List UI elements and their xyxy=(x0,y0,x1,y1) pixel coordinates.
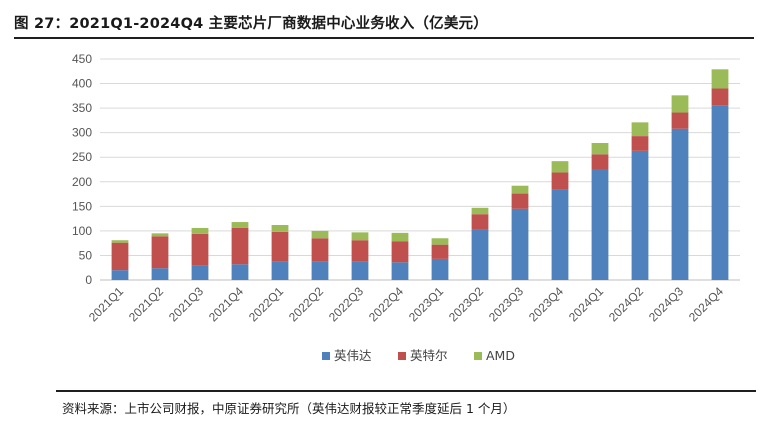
x-tick-label: 2021Q2 xyxy=(126,284,166,324)
y-tick-label: 0 xyxy=(85,273,92,287)
x-tick-label: 2021Q1 xyxy=(86,284,126,324)
bar-amd-2023Q2 xyxy=(471,207,489,215)
x-tick-label: 2022Q2 xyxy=(286,284,326,324)
bar-intel-2021Q1 xyxy=(111,242,129,271)
bar-intel-2022Q2 xyxy=(311,238,329,262)
bar-intel-2023Q4 xyxy=(551,172,569,190)
bar-amd-2021Q1 xyxy=(111,240,129,243)
x-tick-label: 2024Q1 xyxy=(566,284,606,324)
source-note: 资料来源：上市公司财报，中原证券研究所（英伟达财报较正常季度延后 1 个月） xyxy=(62,401,516,416)
y-tick-label: 50 xyxy=(79,248,93,262)
legend-swatch xyxy=(474,352,482,360)
x-tick-label: 2023Q4 xyxy=(526,284,566,324)
bar-intel-2022Q4 xyxy=(391,241,409,263)
bar-intel-2021Q4 xyxy=(231,227,249,265)
bar-nvidia-2023Q1 xyxy=(431,258,449,280)
y-axis: 0 50 100 150 200 250 300 350 400 450 xyxy=(72,52,92,287)
bar-nvidia-2021Q4 xyxy=(231,264,249,280)
bar-nvidia-2022Q1 xyxy=(271,261,289,280)
bar-amd-2023Q1 xyxy=(431,238,449,245)
bar-intel-2023Q3 xyxy=(511,193,529,209)
bar-amd-2022Q4 xyxy=(391,232,409,242)
bar-nvidia-2024Q2 xyxy=(631,150,649,280)
x-tick-label: 2024Q4 xyxy=(686,284,726,324)
legend-label: AMD xyxy=(486,348,515,363)
x-tick-label: 2023Q3 xyxy=(486,284,526,324)
bar-amd-2024Q3 xyxy=(671,95,689,113)
x-tick-label: 2022Q1 xyxy=(246,284,286,324)
bar-amd-2024Q4 xyxy=(711,69,729,89)
bar-nvidia-2023Q2 xyxy=(471,229,489,280)
bar-intel-2024Q2 xyxy=(631,136,649,151)
figure-title: 图 27：2021Q1-2024Q4 主要芯片厂商数据中心业务收入（亿美元） xyxy=(14,16,488,32)
bar-amd-2021Q3 xyxy=(191,227,209,234)
bar-intel-2021Q2 xyxy=(151,236,169,269)
y-tick-label: 150 xyxy=(72,199,92,213)
bar-intel-2022Q1 xyxy=(271,231,289,262)
bars xyxy=(111,69,729,280)
legend-label: 英特尔 xyxy=(410,348,448,363)
bar-nvidia-2023Q4 xyxy=(551,189,569,280)
legend-swatch xyxy=(322,352,330,360)
y-tick-label: 300 xyxy=(72,126,92,140)
bar-amd-2024Q1 xyxy=(591,142,609,155)
bar-intel-2024Q1 xyxy=(591,154,609,170)
x-tick-label: 2023Q1 xyxy=(406,284,446,324)
bar-nvidia-2022Q2 xyxy=(311,261,329,280)
y-tick-label: 250 xyxy=(72,150,92,164)
y-tick-label: 400 xyxy=(72,77,92,91)
bar-amd-2023Q4 xyxy=(551,161,569,173)
bar-amd-2024Q2 xyxy=(631,122,649,137)
bar-nvidia-2023Q3 xyxy=(511,208,529,280)
bar-amd-2022Q2 xyxy=(311,230,329,239)
y-tick-label: 200 xyxy=(72,175,92,189)
bar-intel-2023Q1 xyxy=(431,244,449,259)
bar-nvidia-2024Q3 xyxy=(671,128,689,280)
bar-intel-2024Q3 xyxy=(671,112,689,129)
legend: 英伟达 英特尔 AMD xyxy=(322,348,515,363)
bar-nvidia-2024Q4 xyxy=(711,105,729,280)
legend-swatch xyxy=(398,352,406,360)
y-tick-label: 100 xyxy=(72,224,92,238)
y-tick-label: 450 xyxy=(72,52,92,66)
legend-label: 英伟达 xyxy=(334,348,372,363)
bar-intel-2023Q2 xyxy=(471,214,489,230)
x-tick-label: 2022Q4 xyxy=(366,284,406,324)
bar-amd-2023Q3 xyxy=(511,185,529,194)
bar-amd-2021Q4 xyxy=(231,222,249,228)
x-tick-label: 2021Q3 xyxy=(166,284,206,324)
x-tick-label: 2024Q2 xyxy=(606,284,646,324)
title-rule xyxy=(14,37,754,39)
stacked-bar-chart: 0 50 100 150 200 250 300 350 400 450 2021Q1 2021Q2… xyxy=(72,52,740,363)
y-tick-label: 350 xyxy=(72,101,92,115)
bar-nvidia-2021Q1 xyxy=(111,270,129,280)
bar-nvidia-2024Q1 xyxy=(591,169,609,280)
bar-amd-2022Q1 xyxy=(271,224,289,232)
bar-amd-2021Q2 xyxy=(151,233,169,237)
bar-intel-2021Q3 xyxy=(191,233,209,266)
bar-nvidia-2021Q3 xyxy=(191,265,209,280)
x-tick-label: 2023Q2 xyxy=(446,284,486,324)
x-tick-label: 2022Q3 xyxy=(326,284,366,324)
bar-intel-2022Q3 xyxy=(351,240,369,262)
bar-nvidia-2022Q4 xyxy=(391,262,409,280)
x-tick-label: 2021Q4 xyxy=(206,284,246,324)
bar-nvidia-2021Q2 xyxy=(151,268,169,280)
bar-amd-2022Q3 xyxy=(351,232,369,241)
bar-nvidia-2022Q3 xyxy=(351,261,369,280)
source-rule xyxy=(56,390,756,392)
bar-intel-2024Q4 xyxy=(711,88,729,106)
x-axis: 2021Q1 2021Q2 2021Q3 2021Q4 2022Q1 2022Q2 2022… xyxy=(86,284,726,324)
x-tick-label: 2024Q3 xyxy=(646,284,686,324)
